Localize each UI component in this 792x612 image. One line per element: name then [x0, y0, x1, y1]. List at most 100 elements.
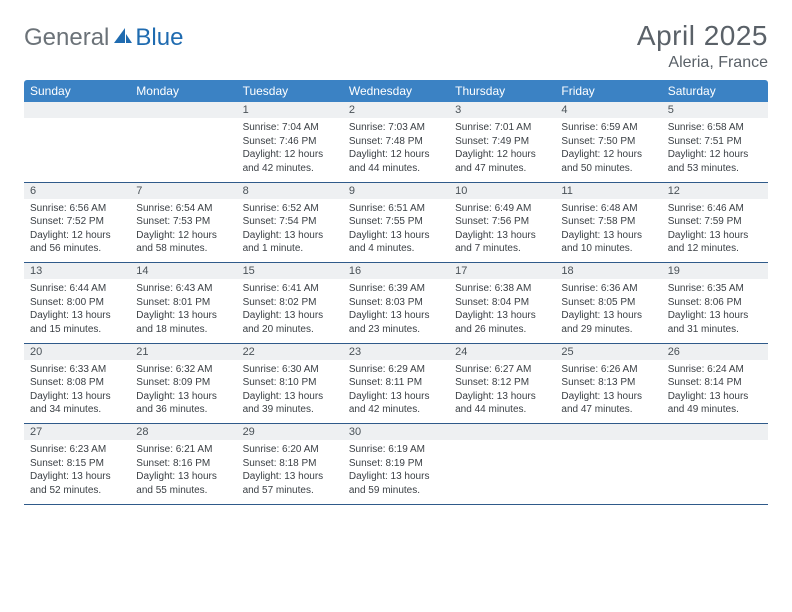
- month-title: April 2025: [637, 20, 768, 52]
- day-details: Sunrise: 7:01 AMSunset: 7:49 PMDaylight:…: [449, 118, 555, 177]
- day-body-cell: Sunrise: 6:46 AMSunset: 7:59 PMDaylight:…: [662, 199, 768, 263]
- day-body-cell: Sunrise: 6:20 AMSunset: 8:18 PMDaylight:…: [237, 440, 343, 504]
- day-body-cell: Sunrise: 7:03 AMSunset: 7:48 PMDaylight:…: [343, 118, 449, 182]
- day-number-cell: 24: [449, 343, 555, 360]
- day-details: Sunrise: 6:20 AMSunset: 8:18 PMDaylight:…: [237, 440, 343, 499]
- day-number-cell: 22: [237, 343, 343, 360]
- day-body-cell: Sunrise: 6:58 AMSunset: 7:51 PMDaylight:…: [662, 118, 768, 182]
- daylight-text: Daylight: 13 hours and 47 minutes.: [561, 390, 655, 417]
- day-number-cell: 4: [555, 102, 661, 118]
- day-body-cell: Sunrise: 6:48 AMSunset: 7:58 PMDaylight:…: [555, 199, 661, 263]
- day-body-cell: Sunrise: 6:21 AMSunset: 8:16 PMDaylight:…: [130, 440, 236, 504]
- sunrise-text: Sunrise: 7:04 AM: [243, 121, 337, 135]
- sunset-text: Sunset: 8:02 PM: [243, 296, 337, 310]
- day-number-cell: 7: [130, 182, 236, 199]
- day-body-cell: Sunrise: 6:39 AMSunset: 8:03 PMDaylight:…: [343, 279, 449, 343]
- day-number-cell: 16: [343, 263, 449, 280]
- sunset-text: Sunset: 8:13 PM: [561, 376, 655, 390]
- day-number-cell: 30: [343, 424, 449, 441]
- day-number-cell: 18: [555, 263, 661, 280]
- sunset-text: Sunset: 7:59 PM: [668, 215, 762, 229]
- sunrise-text: Sunrise: 6:21 AM: [136, 443, 230, 457]
- weekday-header: Friday: [555, 80, 661, 102]
- day-body-cell: Sunrise: 6:27 AMSunset: 8:12 PMDaylight:…: [449, 360, 555, 424]
- day-number-cell: [449, 424, 555, 441]
- day-details: Sunrise: 6:26 AMSunset: 8:13 PMDaylight:…: [555, 360, 661, 419]
- sunset-text: Sunset: 8:05 PM: [561, 296, 655, 310]
- weekday-header-row: Sunday Monday Tuesday Wednesday Thursday…: [24, 80, 768, 102]
- day-details: Sunrise: 7:03 AMSunset: 7:48 PMDaylight:…: [343, 118, 449, 177]
- sunrise-text: Sunrise: 6:19 AM: [349, 443, 443, 457]
- daylight-text: Daylight: 13 hours and 39 minutes.: [243, 390, 337, 417]
- day-body-row: Sunrise: 6:33 AMSunset: 8:08 PMDaylight:…: [24, 360, 768, 424]
- day-number-row: 27282930: [24, 424, 768, 441]
- sunrise-text: Sunrise: 6:51 AM: [349, 202, 443, 216]
- day-number-cell: 25: [555, 343, 661, 360]
- daylight-text: Daylight: 13 hours and 29 minutes.: [561, 309, 655, 336]
- day-body-cell: [662, 440, 768, 504]
- day-details: Sunrise: 6:36 AMSunset: 8:05 PMDaylight:…: [555, 279, 661, 338]
- day-body-cell: Sunrise: 6:49 AMSunset: 7:56 PMDaylight:…: [449, 199, 555, 263]
- day-body-cell: Sunrise: 6:29 AMSunset: 8:11 PMDaylight:…: [343, 360, 449, 424]
- day-body-cell: Sunrise: 6:35 AMSunset: 8:06 PMDaylight:…: [662, 279, 768, 343]
- day-number-cell: 26: [662, 343, 768, 360]
- day-details: Sunrise: 6:27 AMSunset: 8:12 PMDaylight:…: [449, 360, 555, 419]
- sunset-text: Sunset: 8:10 PM: [243, 376, 337, 390]
- sunset-text: Sunset: 7:49 PM: [455, 135, 549, 149]
- day-details: Sunrise: 6:58 AMSunset: 7:51 PMDaylight:…: [662, 118, 768, 177]
- day-number-cell: 8: [237, 182, 343, 199]
- sunrise-text: Sunrise: 6:36 AM: [561, 282, 655, 296]
- day-number-cell: 12: [662, 182, 768, 199]
- sunset-text: Sunset: 7:58 PM: [561, 215, 655, 229]
- daylight-text: Daylight: 12 hours and 53 minutes.: [668, 148, 762, 175]
- day-details: Sunrise: 6:49 AMSunset: 7:56 PMDaylight:…: [449, 199, 555, 258]
- day-details: Sunrise: 6:21 AMSunset: 8:16 PMDaylight:…: [130, 440, 236, 499]
- daylight-text: Daylight: 13 hours and 42 minutes.: [349, 390, 443, 417]
- sunset-text: Sunset: 8:16 PM: [136, 457, 230, 471]
- day-body-cell: Sunrise: 6:43 AMSunset: 8:01 PMDaylight:…: [130, 279, 236, 343]
- day-body-cell: Sunrise: 6:38 AMSunset: 8:04 PMDaylight:…: [449, 279, 555, 343]
- day-details: Sunrise: 6:19 AMSunset: 8:19 PMDaylight:…: [343, 440, 449, 499]
- day-number-cell: 9: [343, 182, 449, 199]
- day-details: Sunrise: 6:35 AMSunset: 8:06 PMDaylight:…: [662, 279, 768, 338]
- sunset-text: Sunset: 7:46 PM: [243, 135, 337, 149]
- daylight-text: Daylight: 13 hours and 20 minutes.: [243, 309, 337, 336]
- day-details: Sunrise: 6:41 AMSunset: 8:02 PMDaylight:…: [237, 279, 343, 338]
- day-body-cell: Sunrise: 6:26 AMSunset: 8:13 PMDaylight:…: [555, 360, 661, 424]
- sunrise-text: Sunrise: 6:26 AM: [561, 363, 655, 377]
- sunrise-text: Sunrise: 6:58 AM: [668, 121, 762, 135]
- day-details: Sunrise: 6:39 AMSunset: 8:03 PMDaylight:…: [343, 279, 449, 338]
- sunrise-text: Sunrise: 6:49 AM: [455, 202, 549, 216]
- day-body-cell: Sunrise: 7:01 AMSunset: 7:49 PMDaylight:…: [449, 118, 555, 182]
- sunrise-text: Sunrise: 6:41 AM: [243, 282, 337, 296]
- daylight-text: Daylight: 13 hours and 15 minutes.: [30, 309, 124, 336]
- daylight-text: Daylight: 13 hours and 10 minutes.: [561, 229, 655, 256]
- daylight-text: Daylight: 13 hours and 7 minutes.: [455, 229, 549, 256]
- sunrise-text: Sunrise: 6:43 AM: [136, 282, 230, 296]
- day-details: Sunrise: 6:29 AMSunset: 8:11 PMDaylight:…: [343, 360, 449, 419]
- sunset-text: Sunset: 7:52 PM: [30, 215, 124, 229]
- sunrise-text: Sunrise: 6:48 AM: [561, 202, 655, 216]
- daylight-text: Daylight: 12 hours and 56 minutes.: [30, 229, 124, 256]
- day-details: Sunrise: 6:54 AMSunset: 7:53 PMDaylight:…: [130, 199, 236, 258]
- daylight-text: Daylight: 13 hours and 55 minutes.: [136, 470, 230, 497]
- daylight-text: Daylight: 12 hours and 50 minutes.: [561, 148, 655, 175]
- day-body-cell: Sunrise: 6:23 AMSunset: 8:15 PMDaylight:…: [24, 440, 130, 504]
- sail-icon: [111, 25, 133, 52]
- day-number-cell: 28: [130, 424, 236, 441]
- sunset-text: Sunset: 8:19 PM: [349, 457, 443, 471]
- day-number-cell: 1: [237, 102, 343, 118]
- brand-text-1: General: [24, 24, 109, 52]
- sunset-text: Sunset: 8:14 PM: [668, 376, 762, 390]
- sunset-text: Sunset: 8:15 PM: [30, 457, 124, 471]
- sunset-text: Sunset: 8:09 PM: [136, 376, 230, 390]
- day-body-row: Sunrise: 7:04 AMSunset: 7:46 PM Daylight:…: [24, 118, 768, 182]
- daylight-text: Daylight: 13 hours and 57 minutes.: [243, 470, 337, 497]
- day-body-cell: Sunrise: 6:33 AMSunset: 8:08 PMDaylight:…: [24, 360, 130, 424]
- brand-logo: General Blue: [24, 24, 183, 52]
- day-details: Sunrise: 6:38 AMSunset: 8:04 PMDaylight:…: [449, 279, 555, 338]
- sunrise-text: Sunrise: 6:29 AM: [349, 363, 443, 377]
- day-details: Sunrise: 6:33 AMSunset: 8:08 PMDaylight:…: [24, 360, 130, 419]
- day-number-row: 13141516171819: [24, 263, 768, 280]
- sunrise-text: Sunrise: 6:23 AM: [30, 443, 124, 457]
